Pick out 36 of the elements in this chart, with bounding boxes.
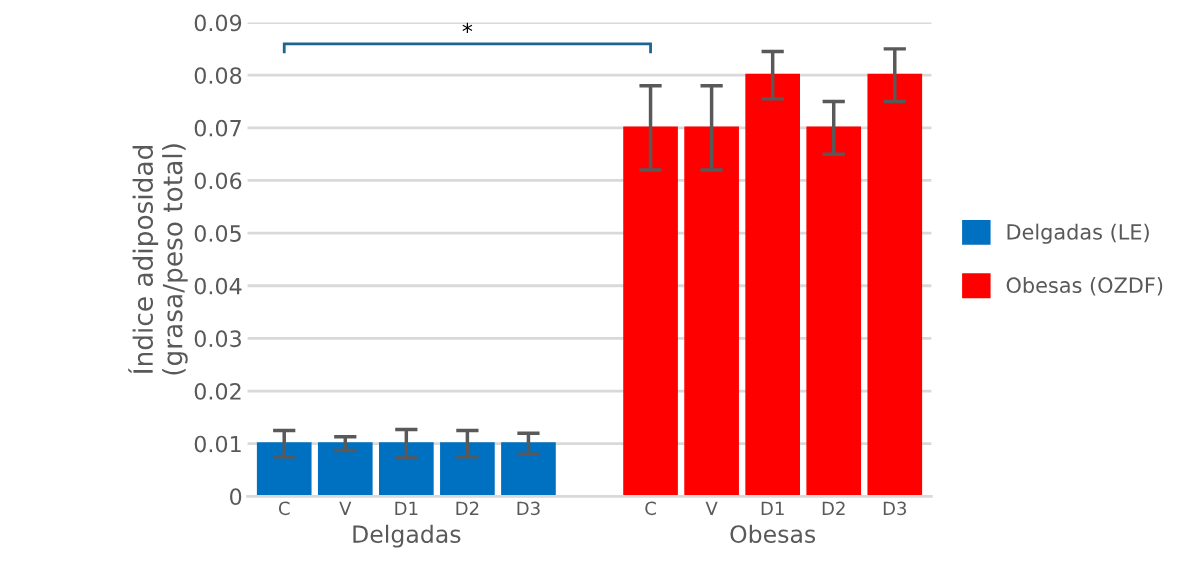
bar: [867, 73, 923, 497]
y-axis-title: Índice adiposidad (grasa/peso total): [128, 144, 188, 375]
x-tick-label: D2: [456, 501, 479, 515]
legend-label: Delgadas (LE): [1007, 223, 1149, 244]
y-tick-label: 0: [230, 488, 242, 506]
y-tick-label: 0.02: [194, 382, 241, 400]
y-tick-label: 0.04: [194, 277, 242, 295]
y-tick-label: 0.07: [194, 119, 241, 137]
legend-label: Obesas (OZDF): [1006, 276, 1163, 296]
x-tick-label: C: [278, 501, 290, 516]
y-tick-label: 0.09: [194, 14, 242, 32]
y-tick-label: 0.01: [194, 435, 241, 453]
y-tick-label: 0.05: [194, 225, 241, 242]
x-tick-label: C: [645, 501, 656, 516]
x-tick-label: V: [705, 501, 718, 515]
y-tick-label: 0.08: [194, 67, 242, 84]
bar: [501, 442, 556, 497]
bar: [623, 126, 678, 497]
x-tick-label: D1: [761, 501, 784, 515]
text: Obesas: [730, 524, 816, 544]
x-tick-label: D2: [822, 501, 845, 515]
bar: [684, 126, 739, 497]
text: Delgadas: [353, 524, 461, 548]
bar: [256, 442, 312, 497]
x-tick-label: V: [339, 501, 352, 515]
y-tick-label: 0.03: [194, 330, 241, 348]
x-tick-label: D1: [395, 501, 418, 515]
bar: [806, 126, 862, 497]
bar: [440, 442, 495, 497]
bar: [745, 73, 800, 497]
x-tick-label: D3: [517, 501, 540, 516]
bar: [317, 442, 373, 497]
annotation: *: [462, 22, 473, 33]
x-tick-label: D3: [883, 501, 907, 516]
bar: [379, 442, 434, 497]
y-tick-label: 0.06: [194, 172, 242, 190]
